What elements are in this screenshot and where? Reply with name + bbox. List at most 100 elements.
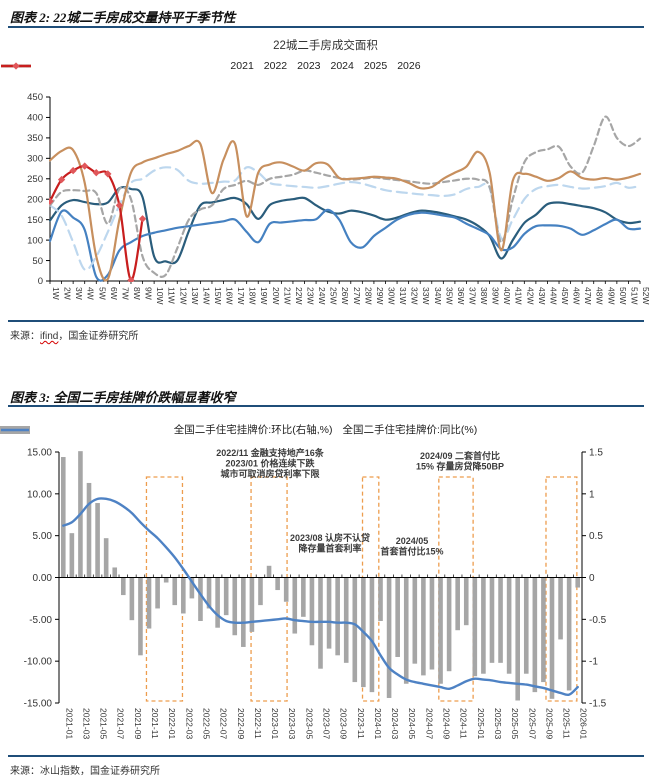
diamond-marker: [127, 276, 135, 282]
chart2-left-ytick: 0.00: [33, 573, 53, 584]
chart1-xtick: 51W: [629, 287, 639, 304]
chart2-xtick: 2023-09: [339, 708, 349, 739]
chart2-xtick: 2022-05: [201, 708, 211, 739]
mom-bar: [301, 577, 306, 617]
figure3-header-text: 图表 3: 全国二手房挂牌价跌幅显著收窄: [10, 390, 236, 405]
mom-bar: [472, 577, 478, 677]
chart1-xtick: 25W: [329, 287, 339, 304]
source-name-ifind: ifind: [40, 331, 59, 342]
chart2-xtick: 2025-05: [510, 708, 520, 739]
mom-bar: [463, 577, 469, 626]
chart1-xtick: 34W: [433, 287, 443, 304]
diamond-marker: [138, 215, 147, 223]
figure2-footer-rule: [8, 320, 644, 322]
policy-highlight-box: [250, 476, 288, 702]
mom-bar: [549, 577, 555, 699]
legend-item-2026: 2026: [1, 60, 421, 72]
chart1-ytick: 350: [27, 133, 43, 144]
legend-item-2022: 2022: [1, 60, 287, 72]
mom-bar: [206, 577, 212, 609]
chart2-right-ytick: 0: [589, 573, 595, 584]
chart1-legend: 2021 2022 2023 2024 2025 2026: [0, 60, 651, 72]
mom-bar: [249, 577, 255, 632]
chart1-xtick: 52W: [641, 287, 651, 304]
chart1-xtick: 6W: [109, 287, 119, 300]
mom-bar: [403, 577, 409, 684]
chart1-xtick: 26W: [340, 287, 350, 304]
chart1-xtick: 50W: [618, 287, 628, 304]
mom-bar: [189, 577, 195, 599]
chart2-left-ytick: 15.00: [27, 448, 52, 459]
policy-annotation: 2024/05 首套首付比15%: [380, 536, 443, 557]
mom-bar: [69, 533, 75, 578]
chart1-xtick: 22W: [294, 287, 304, 304]
chart1-xtick: 28W: [363, 287, 373, 304]
chart1-xtick: 48W: [595, 287, 605, 304]
mom-bar: [446, 577, 452, 672]
legend-item-2025: 2025: [1, 60, 388, 72]
series-2025: [49, 139, 642, 282]
policy-annotations: 2022/11 金融支持地产16条 2023/01 价格连续下跌城市可取消房贷利率…: [216, 447, 504, 557]
chart1-xtick: 12W: [178, 287, 188, 304]
mom-bar: [515, 577, 520, 701]
chart2-xtick: 2023-05: [304, 708, 314, 739]
mom-bar: [95, 503, 100, 578]
chart2-left-ytick: -15.00: [24, 699, 53, 710]
chart2-right-ytick: 1: [589, 489, 595, 500]
mom-bar: [241, 577, 246, 647]
policy-annotation: 2022/11 金融支持地产16条 2023/01 价格连续下跌城市可取消房贷利率…: [216, 447, 325, 479]
source-suffix: ，国金证券研究所: [58, 331, 139, 342]
mom-bar: [163, 577, 169, 583]
chart1-xtick: 30W: [386, 287, 396, 304]
legend-item-2024: 2024: [1, 60, 354, 72]
chart2-axes: 15.00 10.00 5.00 0.00 -5.00 -10.00 -15.00 1.5 1 0…: [24, 448, 607, 740]
legend-item-2021: 2021: [1, 60, 254, 72]
mom-bar: [121, 577, 126, 596]
chart1-xtick: 4W: [86, 287, 96, 300]
chart2-right-ytick: -1: [589, 657, 598, 668]
chart2-xtick: 2025-11: [562, 708, 572, 739]
chart1-xtick: 9W: [144, 287, 154, 300]
chart1-xtick: 43W: [537, 287, 547, 304]
chart1-xtick: 32W: [410, 287, 420, 304]
figure2-header-rule: [8, 26, 644, 28]
mom-bar: [112, 567, 118, 578]
mom-bar: [498, 577, 503, 663]
chart1-xtick: 29W: [375, 287, 385, 304]
mom-bar: [198, 577, 203, 622]
mom-bar: [258, 577, 263, 606]
figure2-source: 来源：ifind，国金证券研究所: [10, 327, 138, 342]
mom-bar: [455, 577, 460, 631]
chart1-xtick: 23W: [306, 287, 316, 304]
chart1-xtick: 3W: [74, 287, 84, 300]
legend-label-2021: 2021: [230, 60, 254, 72]
chart2-right-ytick: 1.5: [589, 448, 603, 459]
chart2-right-ytick: -0.5: [589, 615, 607, 626]
legend-label-2025: 2025: [363, 60, 388, 72]
chart1-ytick: 0: [38, 276, 43, 287]
chart1-xtick: 45W: [560, 287, 570, 304]
figure3-header-rule: [8, 405, 644, 407]
mom-bar: [506, 577, 512, 674]
mom-bar: [292, 577, 298, 634]
series-2022: [49, 208, 642, 282]
policy-annotation: 2023/08 认房不认贷降存量首套利率: [290, 532, 370, 554]
mom-bar: [318, 577, 323, 669]
chart1-xtick: 40W: [502, 287, 512, 304]
legend-item-yoy-line: 全国二手住宅挂牌价:同比(%): [1, 422, 477, 437]
source-text-2: 冰山指数，国金证券研究所: [40, 766, 160, 777]
chart2-xtick: 2022-03: [184, 708, 194, 739]
chart2-xtick: 2021-07: [116, 708, 126, 739]
chart1-xtick: 2W: [63, 287, 73, 300]
listing-price-chart: 15.00 10.00 5.00 0.00 -5.00 -10.00 -15.00 1.5 1 0…: [24, 447, 607, 740]
mom-bars: [60, 451, 581, 701]
mom-bar: [275, 577, 280, 591]
chart2-xtick: 2021-05: [99, 708, 109, 739]
chart2-left-ytick: 5.00: [33, 531, 53, 542]
mom-bar: [86, 482, 92, 578]
figure3-footer-rule: [8, 755, 644, 757]
mom-bar: [429, 577, 435, 670]
chart2-xtick: 2023-01: [270, 708, 280, 739]
diamond-marker: [49, 197, 54, 205]
